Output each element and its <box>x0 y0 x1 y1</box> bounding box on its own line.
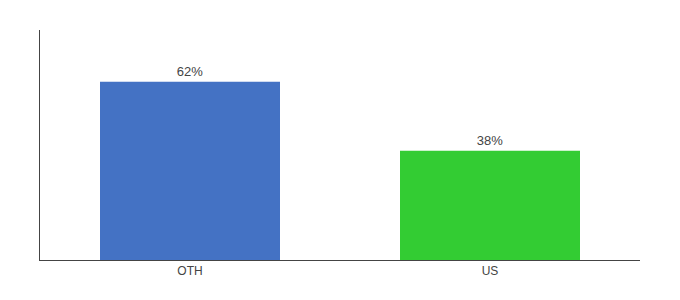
svg-text:US: US <box>482 264 499 278</box>
svg-text:OTH: OTH <box>177 264 202 278</box>
svg-text:38%: 38% <box>477 133 503 148</box>
svg-text:62%: 62% <box>177 64 203 79</box>
